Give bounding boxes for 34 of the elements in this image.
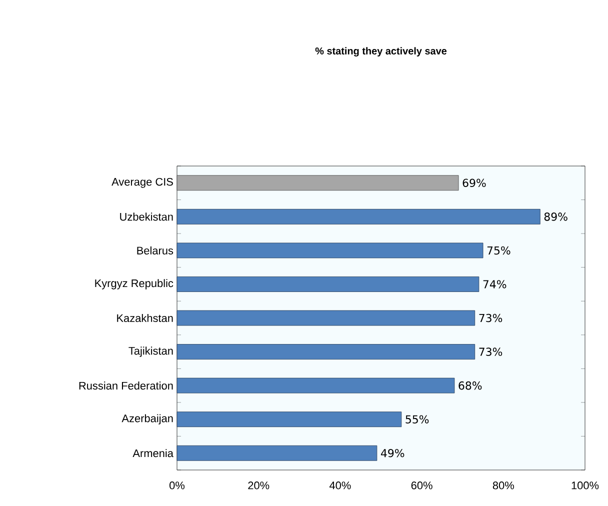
- x-tick-label: 40%: [329, 482, 351, 490]
- x-tick-label: 60%: [411, 482, 432, 490]
- data-label: 89%: [544, 212, 568, 221]
- bar: [176, 412, 402, 428]
- bar: [176, 276, 480, 292]
- x-tick-label: 80%: [492, 482, 514, 490]
- y-tick-label: Uzbekistan: [120, 212, 173, 221]
- bar: [176, 175, 459, 191]
- data-label: 55%: [406, 415, 429, 424]
- y-tick-label: Kazakhstan: [117, 314, 173, 322]
- bar: [176, 445, 378, 461]
- y-tick-label: Tajikistan: [128, 346, 173, 357]
- data-label: 73%: [479, 348, 502, 356]
- y-tick-label: Russian Federation: [79, 382, 173, 390]
- y-tick-label: Azerbaijan: [122, 414, 173, 424]
- x-tick-label: 20%: [248, 482, 270, 490]
- chart-title: % stating they actively save: [315, 47, 447, 57]
- y-tick-label: Average CIS: [112, 178, 173, 188]
- bar: [176, 208, 540, 224]
- bar: [176, 310, 476, 326]
- data-label: 68%: [458, 381, 482, 390]
- y-tick-label: Armenia: [132, 449, 174, 458]
- data-label: 69%: [462, 178, 486, 188]
- y-tick-label: Belarus: [137, 246, 174, 254]
- data-label: 74%: [483, 280, 506, 288]
- data-label: 75%: [487, 246, 510, 255]
- data-label: 49%: [380, 448, 404, 458]
- bar: [176, 378, 455, 394]
- x-tick-label: 0%: [170, 482, 185, 490]
- data-label: 73%: [479, 314, 502, 322]
- y-tick-label: Kyrgyz Republic: [95, 279, 174, 290]
- x-tick-label: 100%: [572, 482, 599, 490]
- bar: [176, 344, 476, 360]
- bar: [176, 242, 484, 258]
